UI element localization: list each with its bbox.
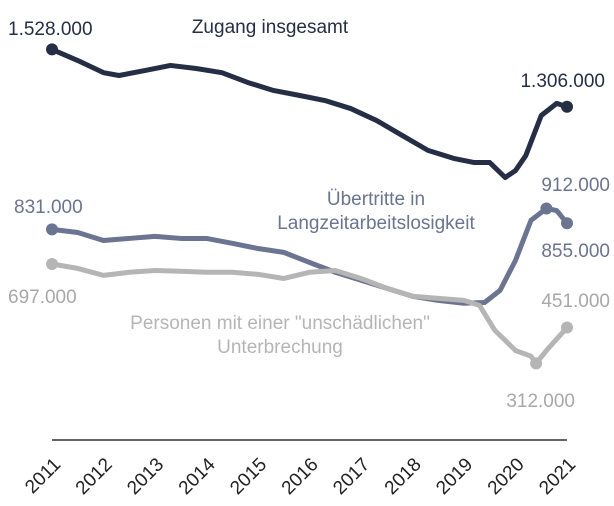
point-marker (540, 202, 553, 215)
x-tick-label: 2020 (484, 454, 529, 499)
x-tick-label: 2018 (381, 454, 426, 499)
series-name: Personen mit einer "unschädlichen" Unter… (130, 313, 430, 358)
point-marker (46, 223, 58, 236)
data-label: 451.000 (541, 291, 610, 312)
data-label: 1.528.000 (8, 19, 93, 40)
point-marker (561, 321, 573, 334)
x-tick-label: 2016 (278, 454, 323, 499)
point-marker (46, 258, 58, 271)
series-line (49, 261, 570, 366)
x-tick-label: 2012 (72, 454, 117, 499)
data-label: 1.306.000 (520, 71, 605, 92)
series-line (49, 46, 570, 181)
x-tick-label: 2014 (175, 454, 220, 499)
point-marker (530, 357, 543, 370)
series-name: Übertritte in Langzeitarbeitslosigkeit (277, 189, 475, 234)
point-marker (561, 100, 573, 113)
x-tick-label: 2015 (226, 454, 271, 499)
data-label: 697.000 (8, 287, 77, 308)
x-tick-label: 2017 (329, 454, 374, 499)
x-tick-label: 2019 (432, 454, 477, 499)
x-tick-label: 2011 (21, 454, 65, 498)
x-tick-label: 2013 (123, 454, 168, 499)
point-marker (46, 43, 58, 56)
x-tick-label: 2021 (535, 454, 580, 499)
point-marker (561, 217, 573, 230)
series-name: Zugang insgesamt (191, 17, 349, 38)
data-label: 855.000 (541, 241, 610, 262)
data-label: 831.000 (14, 197, 83, 218)
data-label: 912.000 (541, 175, 610, 196)
data-label: 312.000 (506, 391, 575, 412)
